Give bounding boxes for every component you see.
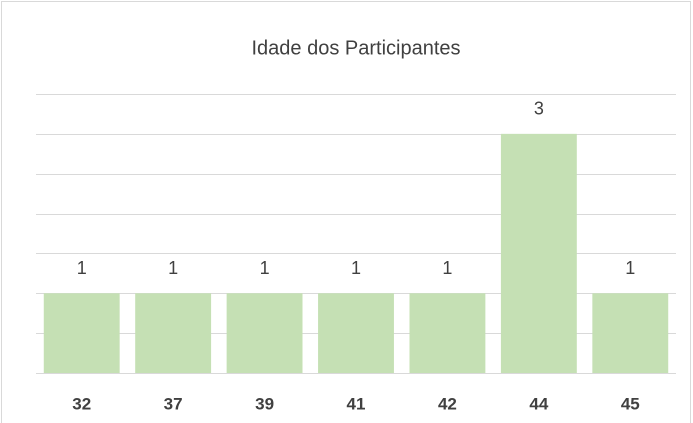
data-label: 3 <box>534 99 544 119</box>
x-tick-label: 37 <box>164 394 183 413</box>
bar <box>409 293 486 373</box>
data-label: 1 <box>351 258 361 278</box>
bar <box>500 133 577 373</box>
bar <box>135 293 212 373</box>
bar <box>592 293 669 373</box>
chart-title: Idade dos Participantes <box>251 37 460 59</box>
data-label: 1 <box>442 258 452 278</box>
bar <box>318 293 394 373</box>
bar <box>226 293 303 373</box>
x-tick-label: 44 <box>529 394 548 413</box>
x-tick-label: 42 <box>438 394 457 413</box>
x-tick-label: 32 <box>72 394 91 413</box>
x-tick-label: 45 <box>621 394 640 413</box>
data-label: 1 <box>168 258 178 278</box>
x-tick-label: 39 <box>255 394 274 413</box>
bar <box>43 293 120 373</box>
data-label: 1 <box>77 258 87 278</box>
x-tick-label: 41 <box>347 394 366 413</box>
data-label: 1 <box>625 258 635 278</box>
data-label: 1 <box>260 258 270 278</box>
